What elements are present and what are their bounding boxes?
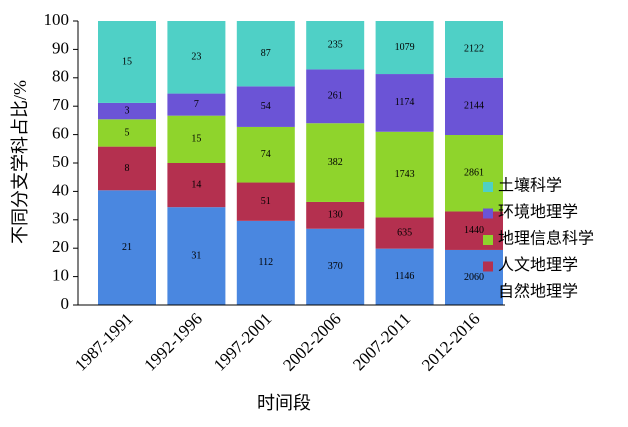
value-label: 261 <box>328 91 343 102</box>
value-label: 1743 <box>395 169 415 180</box>
legend-label: 地理信息科学 <box>498 230 594 248</box>
value-label: 15 <box>191 134 201 145</box>
legend-label: 环境地理学 <box>498 202 578 221</box>
y-tick-label: 10 <box>52 266 69 285</box>
bar-segment <box>375 74 434 132</box>
x-tick-label: 2002-2006 <box>279 309 345 375</box>
bar-segment <box>236 220 295 305</box>
value-label: 370 <box>328 261 343 272</box>
y-axis-label: 不同分支学科占比/% <box>10 80 30 244</box>
value-label: 23 <box>191 52 201 63</box>
bar-segment <box>98 102 156 120</box>
bar-segment <box>167 207 226 305</box>
y-tick-label: 0 <box>61 294 70 313</box>
value-label: 2144 <box>464 101 484 112</box>
value-label: 21 <box>122 242 132 253</box>
bar-segment <box>306 69 365 124</box>
value-label: 8 <box>125 163 130 174</box>
bar-segment <box>167 93 226 116</box>
bar-segment <box>98 21 156 103</box>
value-label: 1440 <box>464 225 484 236</box>
bar-segment <box>306 123 365 202</box>
bar-segment <box>375 131 434 218</box>
x-tick-label: 2012-2016 <box>418 309 484 375</box>
value-label: 635 <box>397 227 412 238</box>
value-label: 382 <box>328 157 343 168</box>
legend-label: 土壤科学 <box>498 176 562 195</box>
x-axis-label: 时间段 <box>257 393 311 413</box>
value-label: 235 <box>328 40 343 51</box>
bar-segment <box>445 211 503 250</box>
y-tick-label: 30 <box>52 209 69 228</box>
value-label: 1146 <box>395 271 415 282</box>
y-tick-label: 50 <box>52 152 69 171</box>
bar-segment <box>236 182 295 221</box>
x-tick-label: 1992-1996 <box>140 309 206 375</box>
value-label: 51 <box>261 196 271 207</box>
bar-segment <box>306 21 365 70</box>
legend-swatch <box>483 288 493 298</box>
value-label: 2122 <box>464 44 484 55</box>
value-label: 87 <box>261 48 271 59</box>
y-tick-label: 20 <box>52 237 69 256</box>
x-tick-label: 1997-2001 <box>210 309 276 375</box>
bar-segment <box>445 21 503 78</box>
y-tick-label: 70 <box>52 95 69 114</box>
x-tick-label: 1987-1991 <box>71 309 137 375</box>
bar-segment <box>306 228 365 305</box>
bar-segment <box>445 249 503 305</box>
bar-segment <box>98 146 156 191</box>
value-label: 14 <box>191 179 201 190</box>
value-label: 112 <box>258 257 273 268</box>
y-tick-label: 80 <box>52 67 69 86</box>
bar-segment <box>445 77 503 136</box>
y-tick-label: 90 <box>52 38 69 57</box>
value-label: 31 <box>191 250 201 261</box>
value-label: 15 <box>122 56 132 67</box>
value-label: 130 <box>328 210 343 221</box>
bar-segment <box>167 115 226 163</box>
legend-label: 自然地理学 <box>498 283 578 301</box>
bar-segment <box>306 201 365 229</box>
legend-swatch <box>483 182 493 192</box>
y-tick-label: 60 <box>52 124 69 143</box>
value-label: 2861 <box>464 168 484 179</box>
value-label: 54 <box>261 101 271 112</box>
value-label: 5 <box>125 127 130 138</box>
y-tick-label: 100 <box>44 10 70 29</box>
value-label: 1174 <box>395 97 415 108</box>
bar-segment <box>375 217 434 249</box>
value-label: 1079 <box>395 42 415 53</box>
bar-segment <box>375 21 434 75</box>
value-label: 74 <box>261 149 271 160</box>
value-label: 3 <box>125 105 130 116</box>
x-tick-label: 2007-2011 <box>349 309 414 374</box>
value-label: 2060 <box>464 272 484 283</box>
bar-segment <box>98 119 156 147</box>
bar-segment <box>445 135 503 212</box>
bar-segment <box>98 190 156 305</box>
value-label: 7 <box>194 99 199 110</box>
legend-swatch <box>483 235 493 245</box>
bar-segment <box>236 21 295 87</box>
legend-swatch <box>483 261 493 272</box>
bar-segment <box>236 86 295 127</box>
bar-segment <box>167 21 226 94</box>
legend-label: 人文地理学 <box>498 256 578 274</box>
bar-segment <box>375 248 434 305</box>
bar-segment <box>167 163 226 208</box>
bar-segment <box>236 126 295 183</box>
legend-swatch <box>483 208 493 219</box>
y-tick-label: 40 <box>52 180 69 199</box>
